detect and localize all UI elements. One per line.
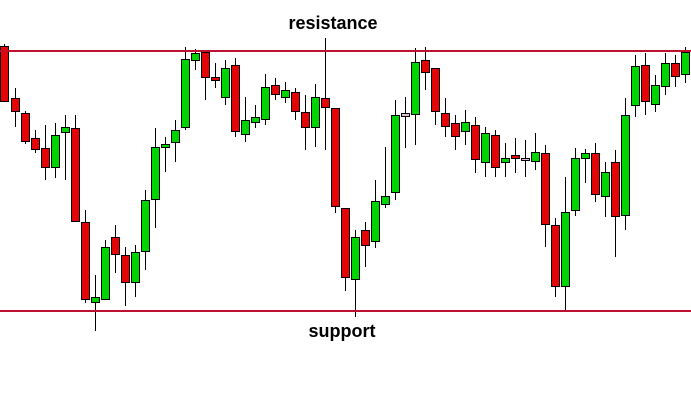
candle-wick (535, 133, 536, 170)
support-label: support (308, 321, 376, 341)
candle-body-up (61, 127, 70, 133)
candle-body-up (501, 158, 510, 163)
candle-body-doji (521, 158, 530, 161)
support-line (0, 310, 691, 312)
candle-body-up (561, 212, 570, 287)
candle-wick (405, 97, 406, 148)
candle-body-up (581, 153, 590, 159)
candle-body-down (541, 153, 550, 225)
candle-body-up (631, 66, 640, 106)
candle-body-down (341, 208, 350, 278)
candle-body-down (431, 68, 440, 112)
candle-body-up (281, 90, 290, 98)
candle-body-down (331, 108, 340, 207)
candle-body-up (681, 52, 690, 75)
candle-body-up (91, 297, 100, 303)
candle-body-down (21, 113, 30, 142)
candle-wick (325, 38, 326, 150)
candle-body-down (271, 85, 280, 95)
candle-body-down (41, 148, 50, 168)
candle-body-down (301, 112, 310, 128)
candle-body-down (31, 138, 40, 150)
candle-wick (165, 137, 166, 172)
candle-body-down (321, 98, 330, 108)
candle-body-up (171, 130, 180, 143)
candle-body-down (511, 155, 520, 159)
candle-body-up (251, 117, 260, 123)
candle-body-doji (401, 113, 410, 117)
candle-body-down (491, 135, 500, 168)
candle-body-up (161, 144, 170, 148)
candle-body-up (531, 152, 540, 162)
candle-wick (245, 97, 246, 142)
candle-body-up (661, 63, 670, 87)
candle-body-down (121, 255, 130, 283)
resistance-label: resistance (288, 13, 378, 33)
candle-body-up (221, 68, 230, 98)
candle-wick (255, 105, 256, 128)
candle-body-down (81, 222, 90, 300)
candle-body-down (71, 128, 80, 222)
candle-body-down (231, 65, 240, 132)
candle-wick (65, 115, 66, 180)
candle-body-down (291, 92, 300, 112)
candle-body-up (311, 97, 320, 128)
candle-body-up (151, 147, 160, 200)
candle-body-down (421, 60, 430, 73)
candle-body-up (131, 252, 140, 283)
candle-body-up (601, 172, 610, 197)
candle-body-up (241, 120, 250, 135)
candle-body-up (351, 237, 360, 280)
candle-body-up (51, 135, 60, 168)
candle-body-down (0, 46, 9, 102)
candle-body-up (141, 200, 150, 252)
candle-body-up (181, 59, 190, 128)
candle-body-up (101, 247, 110, 300)
candle-body-up (371, 201, 380, 242)
candle-wick (215, 63, 216, 88)
candle-body-down (201, 52, 210, 78)
candle-body-down (111, 237, 120, 255)
candle-body-up (481, 133, 490, 163)
candle-body-up (411, 62, 420, 115)
candle-body-down (591, 153, 600, 195)
candle-body-up (621, 115, 630, 216)
candle-body-down (671, 63, 680, 77)
candle-body-down (451, 123, 460, 137)
candle-body-up (651, 85, 660, 105)
candle-body-down (551, 225, 560, 287)
candle-body-down (11, 98, 20, 112)
candle-body-up (191, 53, 200, 61)
candle-body-up (571, 158, 580, 211)
candle-body-down (611, 162, 620, 217)
candle-body-up (261, 87, 270, 120)
resistance-line (0, 50, 691, 52)
candle-body-up (461, 122, 470, 132)
candle-body-down (641, 65, 650, 102)
candle-wick (95, 275, 96, 331)
candle-wick (585, 149, 586, 183)
candle-body-up (381, 196, 390, 205)
candle-body-up (391, 115, 400, 193)
candle-body-down (441, 113, 450, 127)
candle-body-down (361, 230, 370, 246)
candle-body-down (211, 77, 220, 81)
candle-body-down (471, 125, 480, 160)
candle-wick (385, 147, 386, 208)
